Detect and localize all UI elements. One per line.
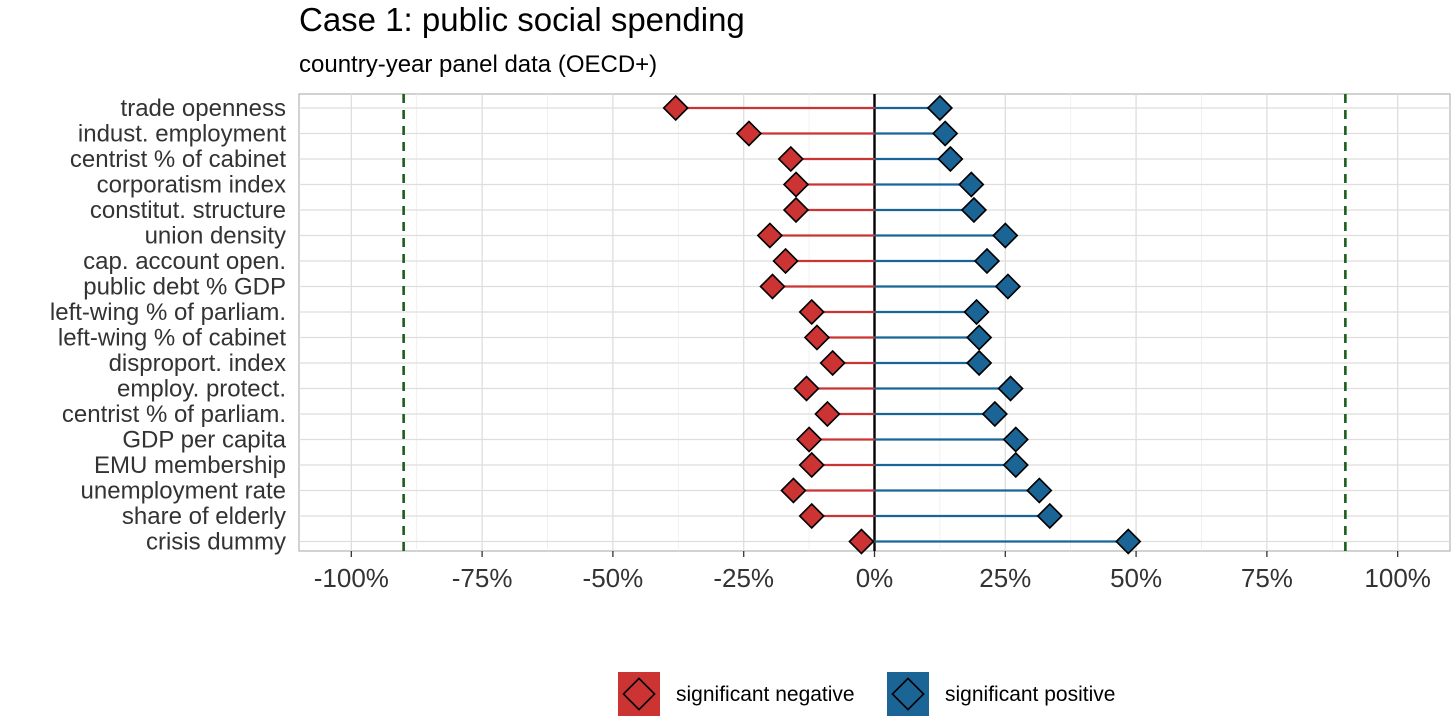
chart-subtitle: country-year panel data (OECD+) bbox=[299, 51, 657, 78]
y-axis-label: share of elderly bbox=[122, 503, 286, 530]
x-tick-label: 25% bbox=[979, 563, 1031, 593]
positive-point bbox=[981, 400, 1008, 428]
y-axis-label: indust. employment bbox=[78, 121, 286, 148]
positive-point bbox=[963, 298, 990, 326]
negative-point bbox=[798, 451, 825, 479]
y-axis-label: centrist % of cabinet bbox=[70, 146, 286, 173]
positive-point bbox=[960, 196, 988, 224]
negative-point bbox=[756, 222, 783, 249]
reference-lines bbox=[402, 94, 1347, 551]
legend-diamond-icon bbox=[622, 677, 656, 711]
negative-point bbox=[759, 273, 786, 300]
y-axis-label: cap. account open. bbox=[83, 248, 286, 275]
negative-point bbox=[795, 426, 823, 453]
positive-point bbox=[1115, 528, 1142, 555]
positive-point bbox=[958, 171, 985, 198]
data-points bbox=[662, 94, 1142, 555]
y-axis-label: union density bbox=[145, 223, 286, 250]
y-axis-label: unemployment rate bbox=[81, 478, 286, 505]
positive-point bbox=[994, 273, 1022, 300]
positive-point bbox=[966, 324, 993, 351]
positive-point bbox=[1036, 502, 1063, 530]
x-axis-ticks: -100% -75% -50% -25% 0% 25% 50% 75% 100% bbox=[314, 551, 1431, 593]
positive-point bbox=[937, 145, 964, 173]
positive-point bbox=[1002, 426, 1029, 453]
y-axis-label: public debt % GDP bbox=[83, 274, 286, 301]
x-tick-label: -50% bbox=[583, 563, 644, 593]
positive-point bbox=[966, 349, 993, 377]
negative-point bbox=[814, 400, 841, 428]
negative-point bbox=[780, 477, 807, 504]
positive-point bbox=[926, 94, 954, 122]
negative-point bbox=[772, 247, 799, 275]
negative-point bbox=[798, 298, 825, 326]
negative-point bbox=[848, 528, 875, 555]
positive-point bbox=[1002, 451, 1029, 479]
x-tick-label: -100% bbox=[314, 563, 389, 593]
positive-point bbox=[931, 120, 959, 147]
y-axis-label: centrist % of parliam. bbox=[62, 401, 286, 428]
chart-title: Case 1: public social spending bbox=[299, 1, 745, 38]
legend: significant negative significant positiv… bbox=[618, 672, 1115, 716]
y-axis-label: employ. protect. bbox=[117, 376, 286, 403]
legend-label-negative: significant negative bbox=[676, 683, 855, 706]
positive-point bbox=[1026, 477, 1053, 504]
negative-point bbox=[819, 349, 846, 377]
x-tick-label: -75% bbox=[452, 563, 513, 593]
negative-point bbox=[777, 145, 804, 173]
y-axis-label: GDP per capita bbox=[122, 427, 286, 454]
y-axis-label: left-wing % of cabinet bbox=[58, 325, 286, 352]
y-axis-label: left-wing % of parliam. bbox=[50, 299, 286, 326]
positive-point bbox=[992, 222, 1019, 249]
x-tick-label: 50% bbox=[1110, 563, 1162, 593]
positive-point bbox=[997, 375, 1024, 402]
x-tick-label: -25% bbox=[713, 563, 774, 593]
y-axis-label: EMU membership bbox=[94, 452, 286, 479]
legend-label-positive: significant positive bbox=[945, 683, 1115, 706]
y-axis-label: disproport. index bbox=[109, 350, 286, 377]
negative-point bbox=[782, 196, 810, 224]
x-tick-label: 75% bbox=[1241, 563, 1293, 593]
x-tick-label: 0% bbox=[856, 563, 894, 593]
y-axis-label: constitut. structure bbox=[90, 197, 286, 224]
negative-point bbox=[798, 502, 825, 530]
negative-point bbox=[793, 375, 820, 402]
negative-point bbox=[662, 94, 689, 122]
legend-diamond-icon bbox=[891, 677, 925, 711]
negative-point bbox=[735, 120, 763, 147]
positive-point bbox=[973, 247, 1001, 275]
y-axis-label: trade openness bbox=[121, 95, 286, 122]
negative-point bbox=[803, 324, 831, 351]
x-tick-label: 100% bbox=[1364, 563, 1431, 593]
y-axis-label: crisis dummy bbox=[146, 529, 286, 556]
negative-point bbox=[782, 171, 810, 198]
y-axis-label: corporatism index bbox=[97, 172, 286, 199]
